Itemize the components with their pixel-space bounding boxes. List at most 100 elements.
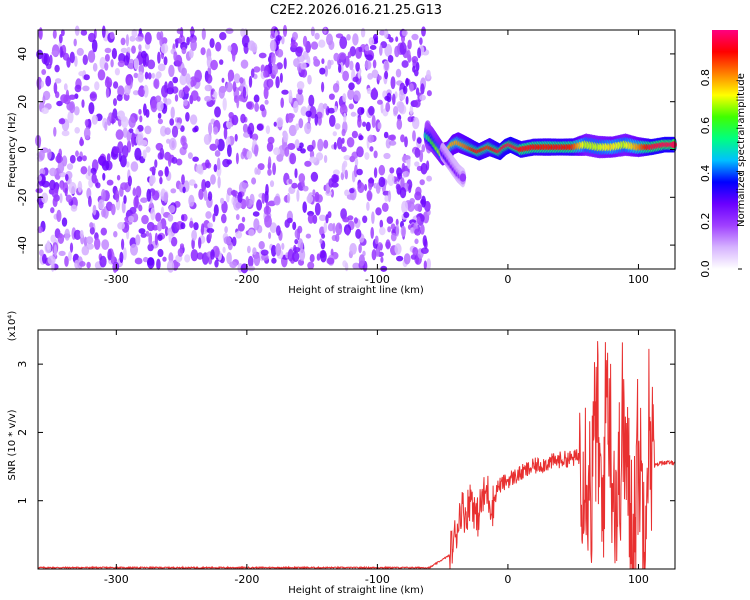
heatmap-noise-blob (117, 117, 122, 127)
heatmap-noise-blob (101, 25, 106, 38)
snr-x-tick-label: -100 (365, 573, 390, 586)
heatmap-noise-blob (347, 51, 352, 58)
heatmap-noise-blob (283, 57, 287, 70)
heatmap-noise-blob (174, 94, 179, 102)
heatmap-noise-blob (58, 118, 66, 125)
heatmap-noise-blob (176, 158, 183, 166)
heatmap-noise-blob (269, 222, 278, 234)
heatmap-noise-blob (150, 207, 156, 221)
colorbar-label: Normalized spectral amplitude (736, 73, 747, 227)
heatmap-noise-blob (154, 232, 158, 246)
heatmap-noise-blob (392, 93, 396, 106)
heatmap-noise-blob (124, 84, 131, 96)
heatmap-noise-blob (180, 125, 185, 132)
heatmap-noise-blob (75, 150, 79, 157)
heatmap-noise-blob (207, 191, 213, 202)
heatmap-noise-blob (403, 85, 408, 95)
heatmap-signal-ridge (423, 121, 677, 188)
heatmap-noise-blob (69, 101, 76, 114)
snr-x-tick-label: 100 (628, 573, 649, 586)
heatmap-noise-blob (121, 238, 125, 250)
heatmap-noise-blob (128, 116, 136, 128)
heatmap-noise-blob (237, 191, 243, 204)
heatmap-noise-blob (370, 226, 375, 239)
heatmap-noise-blob (426, 258, 432, 270)
heatmap-noise-blob (230, 190, 238, 196)
heatmap-noise-blob (344, 189, 350, 197)
heatmap-noise-blob (183, 98, 189, 107)
heatmap-noise-blob (423, 260, 427, 270)
colorbar-tick-label: 0.2 (699, 212, 712, 230)
heatmap-noise-blob (250, 68, 255, 78)
heatmap-noise-blob (171, 125, 179, 138)
heatmap-noise-blob (358, 243, 362, 254)
heatmap-noise-blob (387, 190, 392, 203)
heatmap-noise-blob (390, 232, 397, 242)
heatmap-noise-blob (299, 248, 306, 261)
heatmap-noise-blob (181, 174, 185, 185)
heatmap-noise-blob (369, 146, 374, 152)
heatmap-noise-blob (164, 166, 169, 178)
heatmap-noise-blob (125, 34, 129, 47)
heatmap-noise-blob (385, 239, 391, 250)
heatmap-noise-blob (411, 33, 419, 41)
heatmap-noise-blob (239, 77, 244, 84)
heatmap-noise-blob (348, 103, 354, 110)
heatmap-noise-blob (208, 122, 213, 135)
heatmap-noise-blob (309, 150, 315, 159)
heatmap-noise-blob (253, 66, 261, 73)
heatmap-noise-blob (198, 188, 204, 200)
colorbar-ticks: 0.0 0.2 0.4 0.6 0.8 (699, 69, 742, 278)
heatmap-noise-blob (351, 130, 358, 139)
heatmap-noise-blob (240, 59, 249, 69)
heatmap-noise-blob (421, 26, 426, 37)
heatmap-noise-blob (224, 226, 228, 234)
heatmap-noise-blob (395, 224, 400, 237)
heatmap-noise-blob (301, 180, 305, 188)
heatmap-noise-blob (371, 69, 379, 79)
heatmap-noise-blob (275, 35, 282, 41)
heatmap-noise-blob (190, 39, 197, 51)
heatmap-noise-blob (358, 46, 363, 53)
heatmap-noise-blob (159, 176, 163, 185)
heatmap-noise-blob (189, 220, 194, 229)
heatmap-noise-blob (248, 229, 255, 237)
heatmap-noise-blob (264, 99, 269, 105)
heatmap-noise-blob (167, 154, 172, 167)
heatmap-noise-blob (225, 27, 234, 34)
heatmap-noise-blob (307, 261, 315, 270)
heatmap-noise-blob (131, 134, 135, 148)
heatmap-noise-blob (416, 137, 422, 144)
heatmap-noise-blob (49, 167, 57, 177)
heatmap-noise-blob (287, 113, 295, 119)
heatmap-noise-blob (227, 144, 232, 157)
heatmap-noise-blob (390, 223, 396, 230)
heatmap-noise-blob (47, 255, 56, 265)
heatmap-noise-blob (253, 253, 261, 266)
heatmap-noise-blob (149, 166, 156, 172)
heatmap-noise-blob (137, 71, 144, 83)
heatmap-noise-blob (385, 102, 391, 113)
heatmap-noise-blob (314, 32, 320, 40)
heatmap-noise-blob (400, 177, 405, 191)
heatmap-noise-blob (172, 261, 181, 268)
heatmap-noise-blob (267, 168, 272, 176)
heatmap-noise-blob (180, 222, 186, 230)
heatmap-noise-blob (299, 142, 304, 149)
heatmap-noise-blob (373, 167, 378, 179)
heatmap-noise-blob (111, 48, 117, 60)
heatmap-noise-blob (167, 214, 174, 222)
heatmap-noise-blob (159, 35, 163, 47)
heatmap-noise-blob (158, 170, 164, 177)
heatmap-noise-blob (304, 122, 312, 135)
heatmap-noise-blob (135, 185, 142, 198)
heatmap-noise-blob (73, 229, 82, 240)
heatmap-noise-blob (132, 90, 139, 96)
heatmap-noise-blob (368, 105, 375, 116)
heatmap-noise-blob (101, 188, 106, 202)
heatmap-noise-blob (185, 112, 190, 122)
heatmap-noise-blob (396, 255, 404, 262)
heatmap-noise-blob (353, 90, 361, 102)
